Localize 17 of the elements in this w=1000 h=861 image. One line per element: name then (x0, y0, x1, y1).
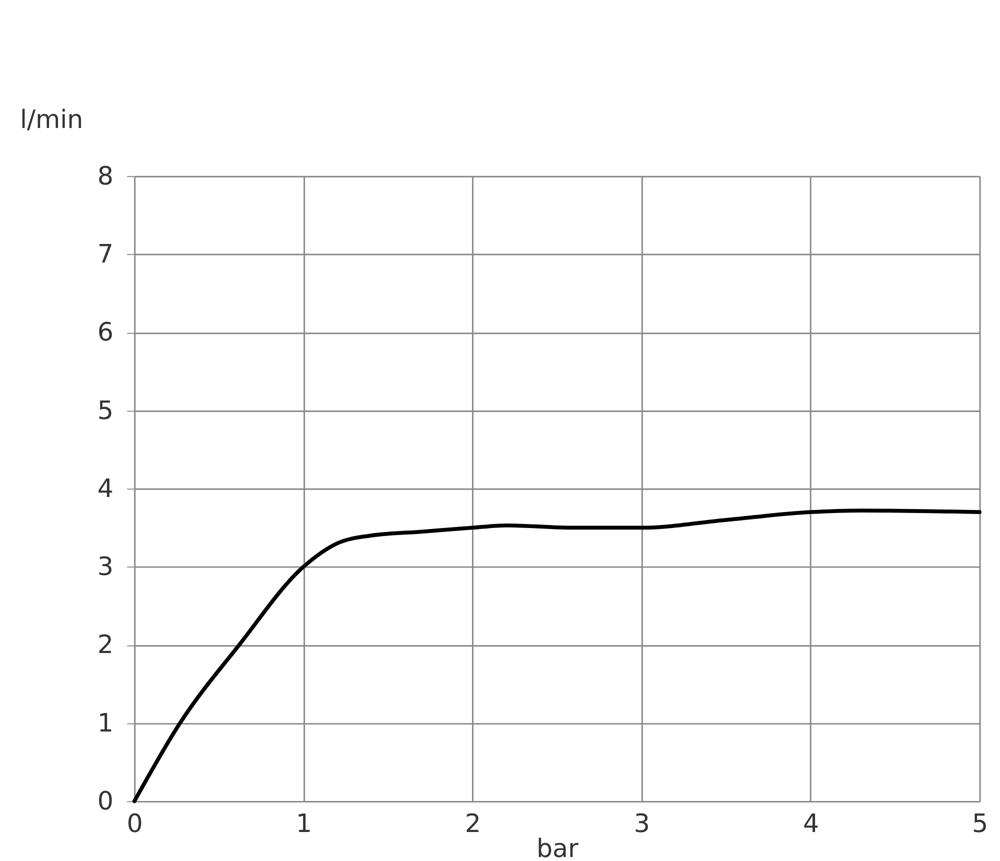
x-tick-label: 4 (802, 808, 820, 838)
x-tick-label: 1 (296, 808, 312, 838)
y-tick-label: 7 (97, 240, 114, 269)
x-axis-title: bar (536, 834, 580, 861)
y-tick-label: 0 (97, 786, 114, 816)
x-tick-label: 3 (634, 808, 650, 838)
y-axis-title: l/min (20, 104, 84, 134)
x-tick-label: 0 (126, 808, 143, 838)
y-tick-label: 6 (97, 318, 114, 347)
y-tick-label: 1 (97, 708, 114, 738)
y-tick-label: 4 (97, 474, 114, 503)
x-tick-label: 2 (464, 808, 481, 838)
y-tick-label: 2 (97, 630, 114, 660)
y-tick-label: 3 (97, 552, 114, 582)
y-tick-label: 5 (97, 396, 114, 425)
y-tick-label: 8 (97, 161, 114, 190)
x-tick-label: 5 (972, 808, 988, 838)
